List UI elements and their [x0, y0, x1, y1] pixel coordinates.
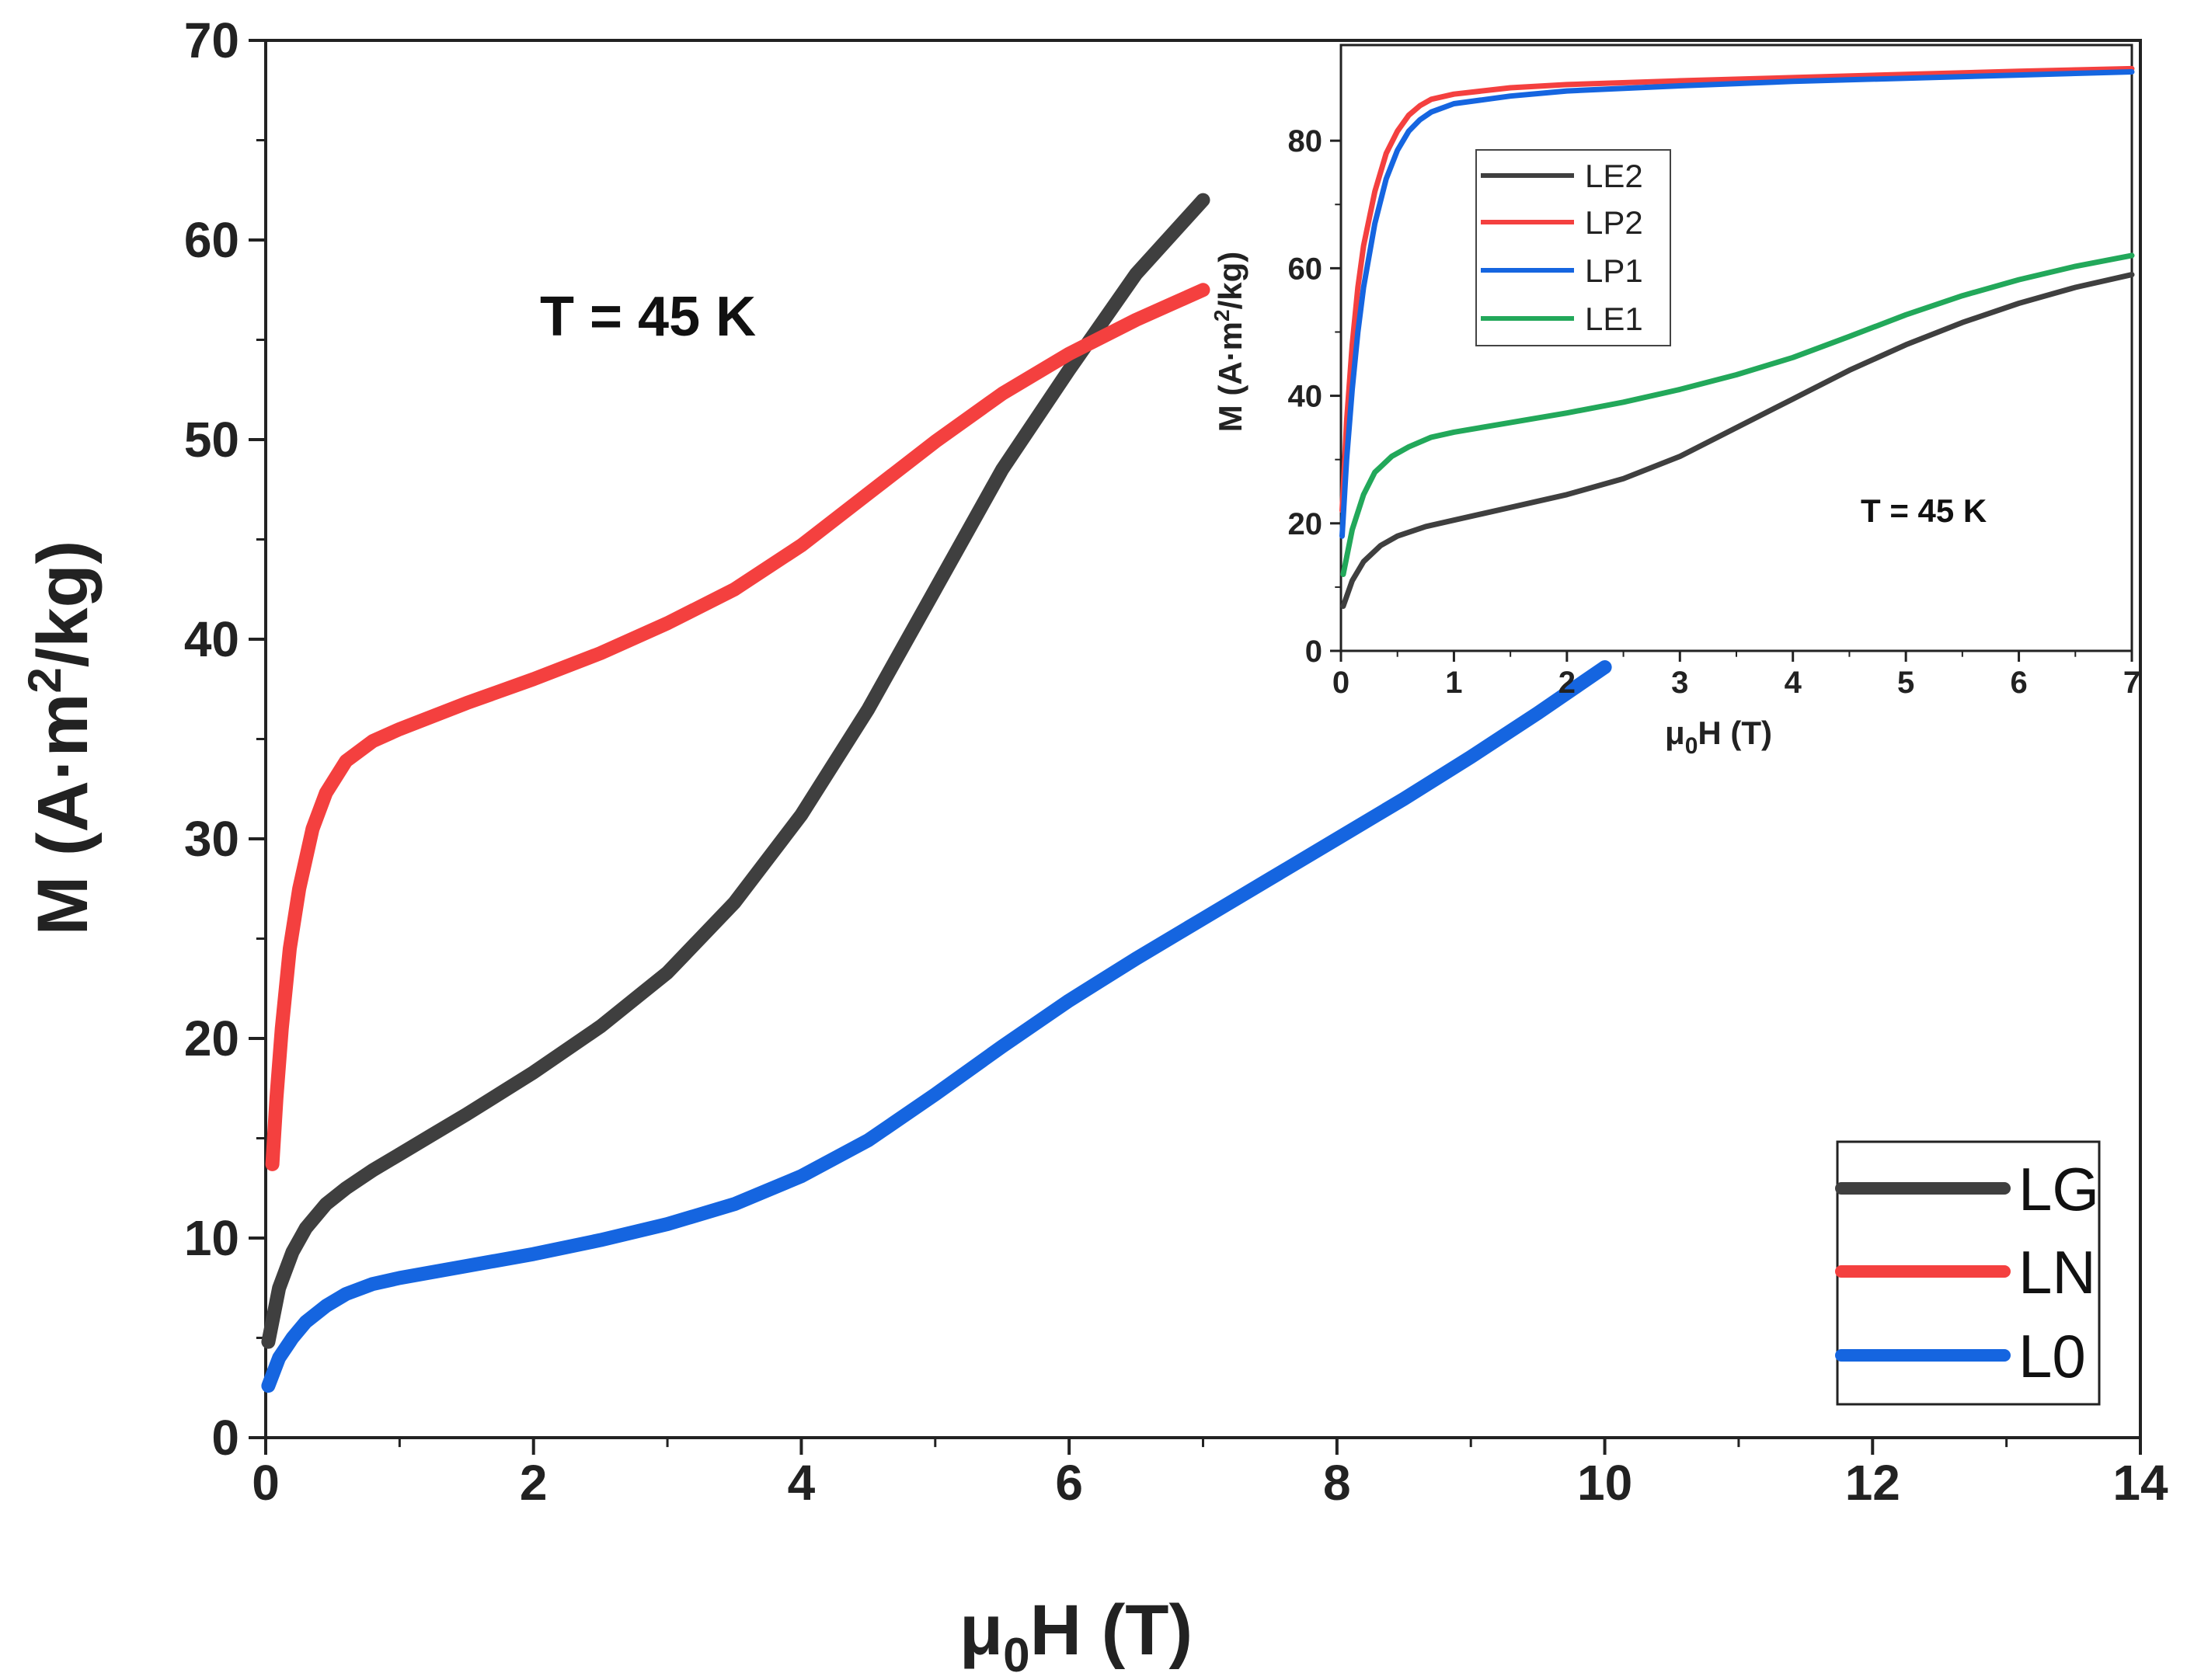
inset-y-tick-label: 60	[1288, 252, 1323, 286]
main-series-l0	[261, 660, 1612, 1393]
inset-x-tick-label: 1	[1445, 666, 1462, 700]
inset-y-tick-label: 80	[1288, 124, 1323, 158]
main-x-title-rest: H (T)	[1030, 1591, 1193, 1670]
inset-series-le2	[1340, 272, 2135, 609]
inset-x-tick-label: 4	[1785, 666, 1802, 700]
main-x-axis: 0 2 4 6 8 10 12 14	[252, 1438, 2168, 1511]
main-x-tick-label: 0	[252, 1455, 280, 1511]
main-series-ln	[265, 283, 1210, 1171]
main-y-tick-label: 20	[184, 1010, 239, 1066]
main-y-tick-label: 40	[184, 611, 239, 667]
main-y-tick-label: 60	[184, 212, 239, 268]
inset-series-group	[1339, 65, 2135, 609]
inset-x-title-sub: 0	[1685, 733, 1698, 759]
main-x-title-base: μ	[959, 1591, 1003, 1670]
main-y-title-pre: M (A·m	[23, 694, 103, 936]
main-x-tick-label: 6	[1055, 1455, 1083, 1511]
main-y-tick-label: 0	[211, 1410, 239, 1466]
inset-legend-label-lp2: LP2	[1585, 204, 1643, 241]
inset-legend: LE2 LP2 LP1 LE1	[1475, 149, 1671, 346]
main-annotation: T = 45 K	[540, 286, 756, 348]
inset-x-tick-label: 2	[1558, 666, 1576, 700]
inset-y-title-pre: M (A·m	[1212, 322, 1248, 432]
inset-x-axis-title: μ0H (T)	[1665, 715, 1772, 759]
main-y-axis: 0 10 20 30 40 50 60 70	[184, 12, 266, 1466]
inset-x-title-base: μ	[1665, 715, 1685, 751]
inset-y-title-post: /kg)	[1212, 252, 1248, 310]
inset-legend-label-le1: LE1	[1585, 301, 1643, 337]
inset-series-lp1	[1339, 69, 2135, 539]
inset-x-axis: 0 1 2 3 4 5 6 7	[1332, 651, 2140, 700]
inset-x-tick-label: 5	[1897, 666, 1914, 700]
inset-y-title-sup: 2	[1210, 309, 1234, 322]
main-x-tick-label: 4	[788, 1455, 816, 1511]
inset-series-lp2	[1339, 65, 2135, 513]
main-x-axis-title: μ0H (T)	[959, 1591, 1193, 1680]
main-y-title-post: /kg)	[23, 541, 103, 668]
inset-y-tick-label: 20	[1288, 507, 1323, 541]
inset-x-tick-label: 7	[2123, 666, 2140, 700]
main-y-tick-label: 30	[184, 811, 239, 867]
main-legend-label-l0: L0	[2018, 1322, 2086, 1390]
main-y-title-sup: 2	[19, 667, 71, 693]
main-y-tick-label: 10	[184, 1210, 239, 1266]
inset-y-axis: 0 20 40 60 80	[1288, 124, 1341, 669]
main-x-tick-label: 10	[1577, 1455, 1632, 1511]
inset-y-tick-label: 0	[1305, 635, 1322, 669]
main-y-tick-label: 50	[184, 412, 239, 468]
main-y-axis-title: M (A·m2/kg)	[19, 541, 103, 936]
main-y-tick-label: 70	[184, 12, 239, 68]
inset-annotation: T = 45 K	[1861, 492, 1987, 529]
inset-x-title-rest: H (T)	[1698, 715, 1772, 751]
inset-y-axis-title: M (A·m2/kg)	[1210, 252, 1248, 433]
inset-legend-label-le2: LE2	[1585, 158, 1643, 194]
main-x-tick-label: 2	[520, 1455, 548, 1511]
main-x-tick-label: 12	[1845, 1455, 1900, 1511]
main-series-lg	[261, 193, 1210, 1349]
inset-legend-box	[1475, 149, 1671, 346]
inset-x-tick-label: 6	[2010, 666, 2027, 700]
main-x-tick-label: 8	[1323, 1455, 1351, 1511]
inset-x-tick-label: 0	[1332, 666, 1349, 700]
inset-series-le1	[1340, 252, 2135, 577]
inset-x-tick-label: 3	[1671, 666, 1688, 700]
inset-y-tick-label: 40	[1288, 380, 1323, 414]
main-x-title-sub: 0	[1003, 1629, 1029, 1680]
inset-legend-label-lp1: LP1	[1585, 252, 1643, 289]
main-legend-label-lg: LG	[2018, 1155, 2099, 1223]
main-legend: LG LN L0	[1835, 1140, 2101, 1406]
inset-background	[1341, 45, 2132, 651]
main-legend-label-ln: LN	[2018, 1238, 2096, 1306]
main-x-tick-label: 14	[2112, 1455, 2168, 1511]
main-series-group	[261, 193, 1612, 1393]
